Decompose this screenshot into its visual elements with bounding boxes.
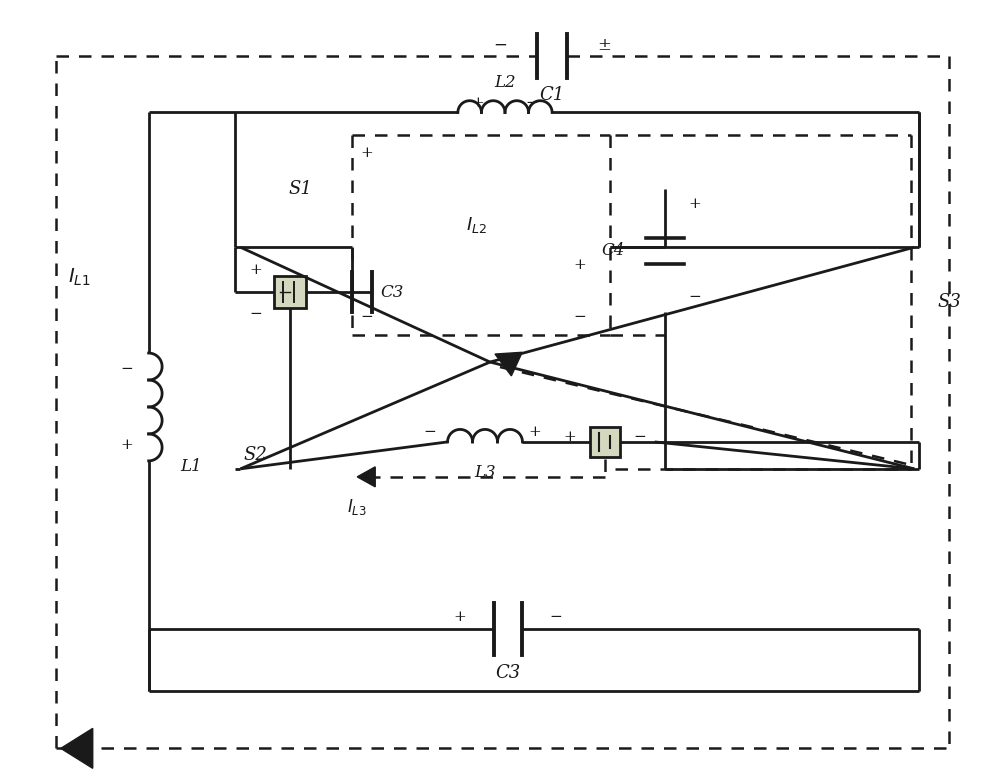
Text: +: + xyxy=(563,430,576,444)
FancyBboxPatch shape xyxy=(590,427,620,457)
Text: S2: S2 xyxy=(244,446,267,464)
Text: +: + xyxy=(249,263,262,277)
Text: +: + xyxy=(120,438,133,452)
Text: +: + xyxy=(471,96,484,110)
Text: +: + xyxy=(454,610,466,624)
Text: $I_{L3}$: $I_{L3}$ xyxy=(347,497,367,517)
Text: L2: L2 xyxy=(494,74,516,91)
Text: L3: L3 xyxy=(474,464,496,481)
Text: C3: C3 xyxy=(495,664,521,681)
Text: −: − xyxy=(423,425,436,439)
Text: ±: ± xyxy=(597,37,611,54)
Text: −: − xyxy=(361,310,374,324)
Text: +: + xyxy=(688,197,701,211)
Polygon shape xyxy=(495,352,522,376)
Text: C4: C4 xyxy=(601,242,625,260)
Text: −: − xyxy=(688,290,701,304)
Text: L1: L1 xyxy=(181,458,202,476)
Text: C3: C3 xyxy=(380,284,404,301)
Text: −: − xyxy=(550,610,562,624)
Text: $I_{L2}$: $I_{L2}$ xyxy=(466,215,487,235)
Text: −: − xyxy=(249,307,262,321)
Text: −: − xyxy=(493,37,507,54)
Text: +: + xyxy=(573,258,586,272)
Text: −: − xyxy=(573,310,586,324)
Text: $I_{L1}$: $I_{L1}$ xyxy=(68,267,91,287)
Text: −: − xyxy=(120,362,133,376)
Text: S3: S3 xyxy=(937,293,961,311)
Polygon shape xyxy=(357,467,375,487)
Text: C1: C1 xyxy=(539,85,565,103)
Text: S1: S1 xyxy=(288,180,312,198)
Text: −: − xyxy=(633,430,646,444)
Polygon shape xyxy=(61,728,93,768)
Text: +: + xyxy=(361,146,374,160)
Text: −: − xyxy=(526,96,539,110)
Text: +: + xyxy=(528,425,541,439)
FancyBboxPatch shape xyxy=(274,276,306,308)
